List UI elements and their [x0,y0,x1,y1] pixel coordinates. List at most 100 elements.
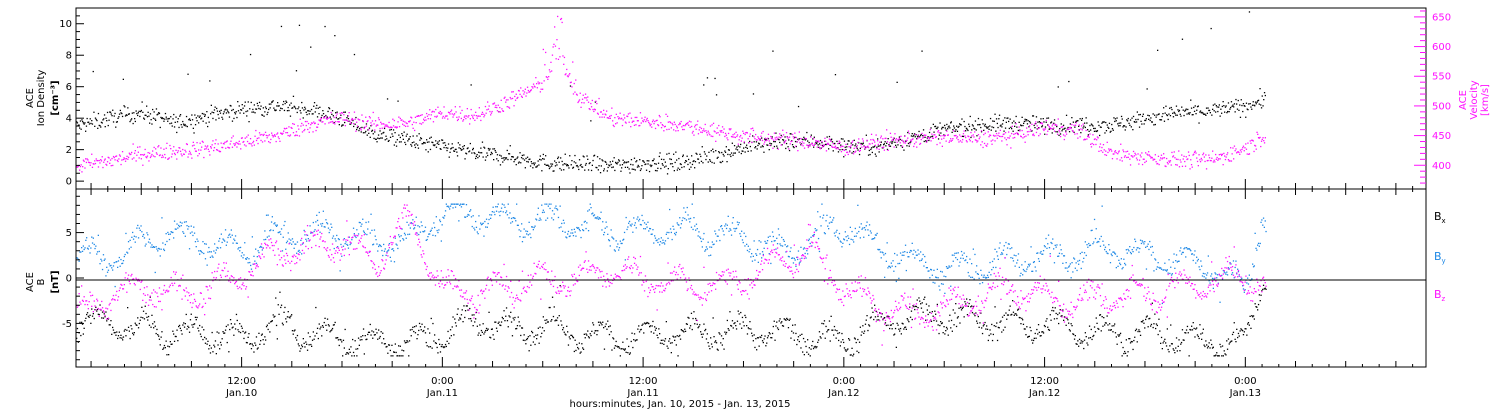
velocity-point [1160,157,1162,159]
bx-point [802,337,805,340]
velocity-point [435,116,438,118]
density-point [593,154,596,156]
bx-point [447,330,449,333]
density-point [370,125,372,127]
velocity-point [1087,135,1089,138]
velocity-point [252,140,255,142]
density-point [1097,121,1099,123]
bx-point [106,320,108,322]
velocity-point [86,158,88,160]
density-point [460,149,462,151]
bx-point [1099,314,1102,316]
velocity-point [752,129,755,132]
density-point [812,138,814,140]
velocity-point [1039,133,1041,135]
by-point [254,260,256,262]
by-point [320,223,322,225]
bx-point [1124,352,1127,354]
velocity-point [733,136,735,138]
bx-point [238,331,240,333]
velocity-point [661,124,663,126]
velocity-point [1181,165,1184,167]
by-point [139,229,141,231]
bx-point [645,322,647,324]
density-point [1200,112,1202,114]
bx-point [373,334,376,336]
density-point [386,138,388,140]
by-point [250,268,253,270]
density-point [256,102,258,105]
velocity-point [649,125,651,127]
velocity-point [676,125,678,127]
density-point [742,150,744,152]
bx-point [884,322,887,324]
velocity-point [1234,150,1236,152]
bx-point [1198,337,1200,340]
by-point [153,246,155,248]
density-point [544,163,546,165]
bx-point [1237,332,1240,335]
bx-point [1182,339,1184,341]
bx-point [113,332,115,334]
bx-point [491,328,493,330]
bx-point [119,337,121,339]
density-point [305,111,307,113]
velocity-point [124,158,126,160]
density-point [268,103,270,105]
bx-point [705,338,708,340]
bx-point [1000,320,1002,322]
velocity-point [916,146,918,148]
velocity-point [392,125,395,127]
density-point [395,141,397,143]
bx-point [229,319,232,321]
bx-point [926,309,928,311]
bx-point [136,324,138,326]
bx-point [594,330,596,332]
density-point [502,157,505,159]
velocity-point [1034,123,1036,125]
velocity-point [992,134,995,136]
velocity-point [946,130,948,132]
by-point [388,243,391,245]
density-point [842,138,844,140]
velocity-point [1196,157,1198,159]
velocity-point [990,140,992,142]
velocity-point [303,130,305,132]
by-point [252,263,254,265]
density-point [1004,117,1006,119]
velocity-point [712,135,714,138]
velocity-point [1215,158,1217,160]
bx-point [661,342,663,345]
velocity-point [837,148,840,150]
density-point [503,159,505,161]
velocity-point [1175,158,1178,160]
velocity-point [1155,161,1157,163]
bx-point [495,327,498,329]
density-point [535,166,537,168]
bx-point [277,304,279,306]
bx-point [789,318,791,320]
bx-point [1160,336,1163,339]
density-point [913,133,916,135]
density-point [830,139,832,141]
bx-point [627,352,629,354]
density-point [420,138,423,140]
density-point [1090,123,1093,125]
density-point [645,163,647,165]
bx-point [153,327,155,329]
density-point [1221,105,1223,108]
density-point [582,155,584,157]
velocity-point [820,144,822,146]
velocity-point [834,145,837,147]
bx-point [361,339,363,341]
velocity-point [1199,159,1201,161]
density-point [152,108,154,111]
density-point [1183,114,1185,117]
velocity-point [186,143,188,146]
velocity-point [308,131,310,133]
density-point [383,131,385,134]
velocity-point [104,158,106,160]
density-point [949,127,951,129]
density-point [563,169,565,171]
velocity-point [1125,151,1127,153]
